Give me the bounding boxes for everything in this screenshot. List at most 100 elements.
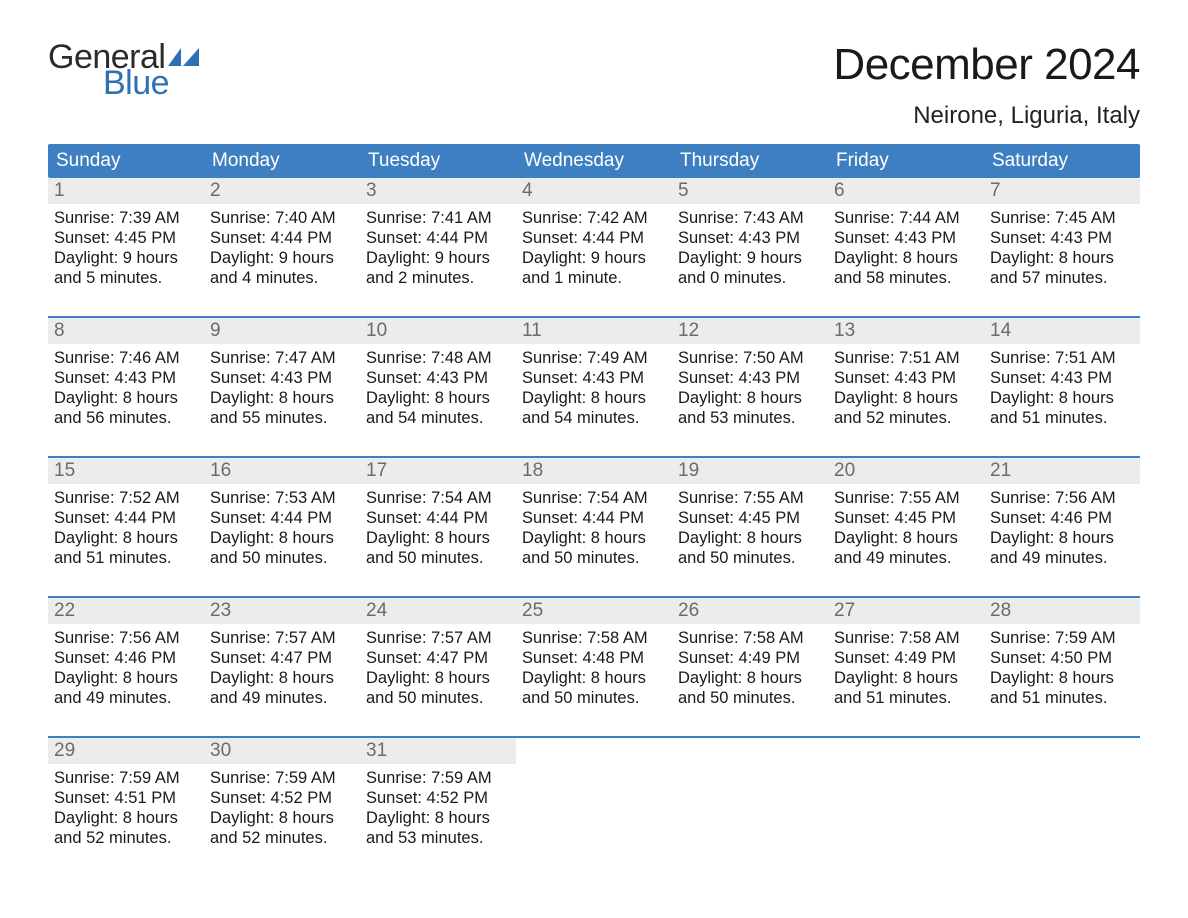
sunrise-text: Sunrise: 7:43 AM	[678, 208, 822, 228]
sunrise-text: Sunrise: 7:59 AM	[366, 768, 510, 788]
weekday-header: Saturday	[984, 144, 1140, 178]
sunset-text: Sunset: 4:44 PM	[210, 508, 354, 528]
daylight-line2: and 1 minute.	[522, 268, 666, 288]
weekday-header: Monday	[204, 144, 360, 178]
sunset-text: Sunset: 4:51 PM	[54, 788, 198, 808]
sunset-text: Sunset: 4:44 PM	[366, 228, 510, 248]
sunset-text: Sunset: 4:43 PM	[834, 368, 978, 388]
sunset-text: Sunset: 4:48 PM	[522, 648, 666, 668]
sunrise-text: Sunrise: 7:39 AM	[54, 208, 198, 228]
day-number: 19	[672, 458, 828, 484]
daylight-line1: Daylight: 8 hours	[366, 668, 510, 688]
day-number: 16	[204, 458, 360, 484]
sunrise-text: Sunrise: 7:59 AM	[54, 768, 198, 788]
day-number: 22	[48, 598, 204, 624]
page-subtitle: Neirone, Liguria, Italy	[833, 102, 1140, 130]
day-body: Sunrise: 7:53 AMSunset: 4:44 PMDaylight:…	[204, 484, 360, 575]
daylight-line2: and 51 minutes.	[54, 548, 198, 568]
sunset-text: Sunset: 4:52 PM	[366, 788, 510, 808]
day-cell: 23Sunrise: 7:57 AMSunset: 4:47 PMDayligh…	[204, 598, 360, 736]
sunrise-text: Sunrise: 7:58 AM	[522, 628, 666, 648]
day-number: 30	[204, 738, 360, 764]
day-number: 4	[516, 178, 672, 204]
day-cell: 25Sunrise: 7:58 AMSunset: 4:48 PMDayligh…	[516, 598, 672, 736]
day-number: 6	[828, 178, 984, 204]
day-body: Sunrise: 7:43 AMSunset: 4:43 PMDaylight:…	[672, 204, 828, 295]
day-cell: 12Sunrise: 7:50 AMSunset: 4:43 PMDayligh…	[672, 318, 828, 456]
day-cell: 18Sunrise: 7:54 AMSunset: 4:44 PMDayligh…	[516, 458, 672, 596]
sunset-text: Sunset: 4:43 PM	[990, 368, 1134, 388]
sunset-text: Sunset: 4:43 PM	[990, 228, 1134, 248]
sunrise-text: Sunrise: 7:45 AM	[990, 208, 1134, 228]
sunset-text: Sunset: 4:45 PM	[678, 508, 822, 528]
sunrise-text: Sunrise: 7:54 AM	[522, 488, 666, 508]
day-cell	[984, 738, 1140, 876]
sunrise-text: Sunrise: 7:56 AM	[54, 628, 198, 648]
day-number: 8	[48, 318, 204, 344]
daylight-line1: Daylight: 8 hours	[834, 388, 978, 408]
daylight-line2: and 56 minutes.	[54, 408, 198, 428]
sunrise-text: Sunrise: 7:52 AM	[54, 488, 198, 508]
daylight-line2: and 49 minutes.	[54, 688, 198, 708]
sunset-text: Sunset: 4:43 PM	[834, 228, 978, 248]
day-cell: 28Sunrise: 7:59 AMSunset: 4:50 PMDayligh…	[984, 598, 1140, 736]
day-number: 14	[984, 318, 1140, 344]
sunrise-text: Sunrise: 7:40 AM	[210, 208, 354, 228]
sunrise-text: Sunrise: 7:55 AM	[834, 488, 978, 508]
daylight-line2: and 50 minutes.	[678, 548, 822, 568]
day-number: 15	[48, 458, 204, 484]
day-cell: 9Sunrise: 7:47 AMSunset: 4:43 PMDaylight…	[204, 318, 360, 456]
day-body: Sunrise: 7:41 AMSunset: 4:44 PMDaylight:…	[360, 204, 516, 295]
sunrise-text: Sunrise: 7:51 AM	[990, 348, 1134, 368]
weekday-header: Wednesday	[516, 144, 672, 178]
sunrise-text: Sunrise: 7:58 AM	[834, 628, 978, 648]
day-cell: 21Sunrise: 7:56 AMSunset: 4:46 PMDayligh…	[984, 458, 1140, 596]
day-body: Sunrise: 7:59 AMSunset: 4:51 PMDaylight:…	[48, 764, 204, 855]
day-number: 20	[828, 458, 984, 484]
day-number: 9	[204, 318, 360, 344]
weekday-header-row: Sunday Monday Tuesday Wednesday Thursday…	[48, 144, 1140, 178]
day-body: Sunrise: 7:47 AMSunset: 4:43 PMDaylight:…	[204, 344, 360, 435]
weekday-header: Thursday	[672, 144, 828, 178]
daylight-line1: Daylight: 8 hours	[210, 528, 354, 548]
day-body: Sunrise: 7:44 AMSunset: 4:43 PMDaylight:…	[828, 204, 984, 295]
sunset-text: Sunset: 4:44 PM	[366, 508, 510, 528]
day-cell: 5Sunrise: 7:43 AMSunset: 4:43 PMDaylight…	[672, 178, 828, 316]
day-cell: 1Sunrise: 7:39 AMSunset: 4:45 PMDaylight…	[48, 178, 204, 316]
daylight-line2: and 55 minutes.	[210, 408, 354, 428]
day-number: 5	[672, 178, 828, 204]
day-cell	[828, 738, 984, 876]
daylight-line1: Daylight: 8 hours	[54, 668, 198, 688]
daylight-line1: Daylight: 8 hours	[678, 528, 822, 548]
day-cell: 4Sunrise: 7:42 AMSunset: 4:44 PMDaylight…	[516, 178, 672, 316]
day-cell: 10Sunrise: 7:48 AMSunset: 4:43 PMDayligh…	[360, 318, 516, 456]
sunset-text: Sunset: 4:43 PM	[210, 368, 354, 388]
sunrise-text: Sunrise: 7:58 AM	[678, 628, 822, 648]
daylight-line1: Daylight: 8 hours	[210, 668, 354, 688]
daylight-line1: Daylight: 8 hours	[678, 668, 822, 688]
day-cell: 11Sunrise: 7:49 AMSunset: 4:43 PMDayligh…	[516, 318, 672, 456]
daylight-line2: and 52 minutes.	[834, 408, 978, 428]
sunset-text: Sunset: 4:45 PM	[834, 508, 978, 528]
day-number: 28	[984, 598, 1140, 624]
daylight-line1: Daylight: 8 hours	[834, 248, 978, 268]
day-body: Sunrise: 7:57 AMSunset: 4:47 PMDaylight:…	[360, 624, 516, 715]
sunrise-text: Sunrise: 7:51 AM	[834, 348, 978, 368]
day-body: Sunrise: 7:59 AMSunset: 4:50 PMDaylight:…	[984, 624, 1140, 715]
sunset-text: Sunset: 4:49 PM	[834, 648, 978, 668]
daylight-line2: and 51 minutes.	[990, 408, 1134, 428]
daylight-line1: Daylight: 8 hours	[522, 388, 666, 408]
sunrise-text: Sunrise: 7:56 AM	[990, 488, 1134, 508]
day-cell	[672, 738, 828, 876]
weekday-header: Sunday	[48, 144, 204, 178]
daylight-line2: and 2 minutes.	[366, 268, 510, 288]
logo-sail-icon	[166, 46, 200, 68]
logo-word2: Blue	[103, 66, 200, 100]
page-title: December 2024	[833, 40, 1140, 90]
day-number: 25	[516, 598, 672, 624]
weekday-header: Tuesday	[360, 144, 516, 178]
day-body: Sunrise: 7:58 AMSunset: 4:49 PMDaylight:…	[672, 624, 828, 715]
day-number: 26	[672, 598, 828, 624]
logo: General Blue	[48, 40, 200, 100]
sunset-text: Sunset: 4:43 PM	[522, 368, 666, 388]
